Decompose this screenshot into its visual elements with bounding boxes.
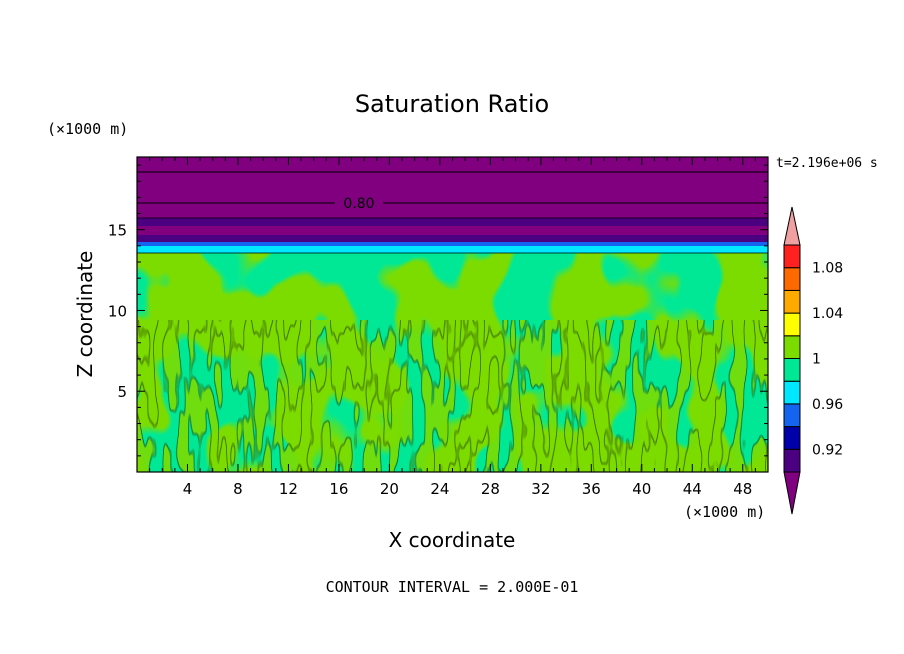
colorbar-segment <box>783 380 801 405</box>
x-axis-ticks: 4 8 12 16 20 24 28 32 36 40 44 48 <box>149 157 756 498</box>
x-tick-label: 28 <box>481 480 500 498</box>
x-tick-label: 12 <box>279 480 298 498</box>
x-tick-label: 44 <box>683 480 702 498</box>
colorbar-segment <box>783 358 801 382</box>
x-tick-label: 20 <box>380 480 399 498</box>
colorbar-segment <box>783 335 801 359</box>
x-axis-title: X coordinate <box>389 528 516 552</box>
x-unit-label: (×1000 m) <box>684 503 765 521</box>
colorbar-label: 1.04 <box>812 306 843 322</box>
y-axis-title: Z coordinate <box>73 251 97 378</box>
colorbar-label: 1.08 <box>812 261 843 277</box>
x-tick-label: 36 <box>582 480 601 498</box>
x-tick-label: 40 <box>632 480 651 498</box>
time-label: t=2.196e+06 s <box>776 156 878 171</box>
colorbar-extend-low <box>783 471 801 515</box>
colorbar-segment <box>783 244 801 269</box>
colorbar-segment <box>783 267 801 291</box>
colorbar: 0.92 0.96 1 1.04 1.08 <box>783 206 843 515</box>
contour-field <box>137 157 768 472</box>
colorbar-segment <box>783 448 801 473</box>
contour-interval-note: CONTOUR INTERVAL = 2.000E-01 <box>326 578 579 596</box>
y-tick-label: 5 <box>117 383 127 401</box>
y-unit-label: (×1000 m) <box>47 120 128 138</box>
x-tick-label: 4 <box>183 480 193 498</box>
colorbar-segment <box>783 289 801 314</box>
x-tick-label: 32 <box>531 480 550 498</box>
colorbar-label: 0.92 <box>812 442 843 458</box>
x-tick-label: 16 <box>329 480 348 498</box>
colorbar-label: 1 <box>812 352 821 368</box>
y-axis-ticks: 5 10 15 <box>108 164 768 457</box>
colorbar-segment <box>783 403 801 428</box>
colorbar-segment <box>783 426 801 450</box>
chart-title: Saturation Ratio <box>355 90 549 118</box>
x-tick-label: 8 <box>233 480 243 498</box>
x-tick-label: 48 <box>733 480 752 498</box>
x-tick-label: 24 <box>430 480 449 498</box>
contour-label: 0.80 <box>343 196 374 212</box>
colorbar-segment <box>783 312 801 337</box>
colorbar-label: 0.96 <box>812 397 843 413</box>
y-tick-label: 10 <box>108 302 127 320</box>
y-tick-label: 15 <box>108 222 127 240</box>
colorbar-extend-high <box>783 206 801 246</box>
